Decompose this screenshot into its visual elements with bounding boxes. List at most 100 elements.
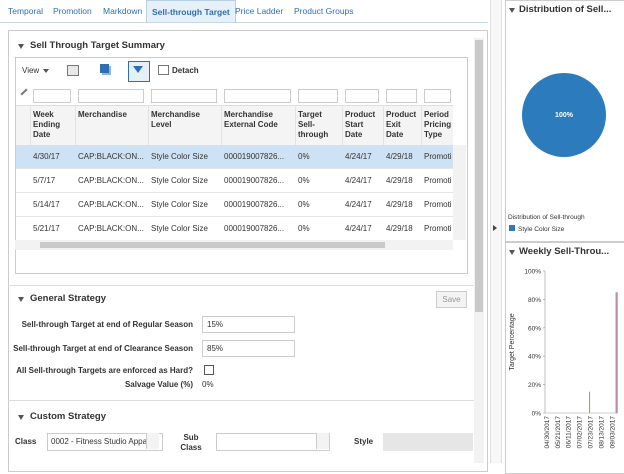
field-label: All Sell-through Targets are enforced as…: [16, 366, 193, 375]
cell: CAP:BLACK:ON...: [78, 176, 144, 185]
select[interactable]: 0002 - Fitness Studio Appa: [47, 433, 163, 451]
cell: 4/29/18: [386, 152, 413, 161]
cell: 5/14/17: [33, 200, 60, 209]
cell: Promoti: [424, 200, 452, 209]
cell: 4/29/18: [386, 176, 413, 185]
checkbox[interactable]: [204, 365, 214, 375]
collapse-icon[interactable]: [509, 8, 515, 13]
detach-button[interactable]: Detach: [172, 66, 199, 75]
cell: 0%: [298, 152, 310, 161]
section-title: Sell Through Target Summary: [30, 40, 165, 51]
tab-rule: [0, 22, 488, 23]
field-label: Sell-through Target at end of Regular Se…: [21, 320, 193, 329]
tab[interactable]: Temporal: [8, 6, 43, 16]
column-header: Period Pricing Type: [424, 110, 452, 139]
section-title: General Strategy: [30, 293, 107, 304]
collapse-icon[interactable]: [18, 415, 24, 420]
field-label: Sub Class: [180, 433, 202, 452]
column-header: Target Sell-through: [298, 110, 329, 139]
splitter[interactable]: [490, 0, 502, 463]
cell: Promoti: [424, 224, 452, 233]
column-header: Week Ending Date: [33, 110, 61, 139]
collapse-icon[interactable]: [18, 297, 24, 302]
cell: 4/24/17: [345, 152, 372, 161]
cell: 5/21/17: [33, 224, 60, 233]
column-header: Product Exit Date: [386, 110, 417, 139]
divider: [8, 285, 474, 286]
card-title: Weekly Sell-Throu...: [519, 246, 610, 257]
cell: 4/24/17: [345, 224, 372, 233]
cell: 0%: [298, 200, 310, 209]
tab[interactable]: Promotion: [53, 6, 92, 16]
cell: 0%: [298, 224, 310, 233]
cell: 000019007826...: [224, 200, 285, 209]
splitter-arrow[interactable]: [493, 225, 497, 231]
card-title: Distribution of Sell...: [519, 4, 612, 15]
cell: 4/24/17: [345, 200, 372, 209]
tab-active[interactable]: Sell-through Target: [146, 0, 236, 22]
cell: 4/30/17: [33, 152, 60, 161]
row[interactable]: [16, 169, 453, 193]
field-value: 0%: [202, 380, 214, 389]
cell: 5/7/17: [33, 176, 56, 185]
filter-input: [298, 89, 338, 103]
view-menu[interactable]: View: [22, 66, 40, 75]
tab[interactable]: Markdown: [103, 6, 143, 16]
export-icon[interactable]: [100, 64, 109, 73]
cell: 000019007826...: [224, 152, 285, 161]
field-label: Sell-through Target at end of Clearance …: [13, 344, 193, 353]
header-row: [16, 105, 453, 147]
cell: 4/29/18: [386, 224, 413, 233]
cell: 4/29/18: [386, 200, 413, 209]
input[interactable]: 15%: [202, 316, 295, 333]
cell: Promoti: [424, 152, 452, 161]
side-card: [505, 0, 624, 242]
field-label: Class: [15, 437, 37, 446]
filter-input: [345, 89, 379, 103]
field-label: Salvage Value (%): [124, 380, 193, 389]
tab[interactable]: Product Groups: [294, 6, 354, 16]
cell: Style Color Size: [151, 152, 208, 161]
side-card: [505, 242, 624, 474]
select[interactable]: [216, 433, 330, 451]
input-disabled[interactable]: [383, 433, 473, 451]
filter-input: [386, 89, 417, 103]
cell: 4/24/17: [345, 176, 372, 185]
tab[interactable]: Price Ladder: [235, 6, 284, 16]
cell: Style Color Size: [151, 224, 208, 233]
filter-input: [78, 89, 144, 103]
filter-input: [224, 89, 291, 103]
row[interactable]: [16, 193, 453, 217]
column-header: Merchandise: [78, 110, 127, 119]
h-scroll-thumb[interactable]: [40, 242, 385, 248]
cell: 000019007826...: [224, 176, 285, 185]
divider: [8, 400, 474, 401]
scroll-thumb[interactable]: [475, 40, 483, 312]
cell: Style Color Size: [151, 176, 208, 185]
cell: CAP:BLACK:ON...: [78, 152, 144, 161]
dropdown-icon: [43, 69, 49, 73]
cell: 0%: [298, 176, 310, 185]
section-title: Custom Strategy: [30, 411, 107, 422]
collapse-icon[interactable]: [18, 44, 24, 49]
column-header: Product Start Date: [345, 110, 376, 139]
save-button[interactable]: Save: [436, 291, 467, 308]
detach-icon: [158, 65, 169, 75]
column-header: Merchandise External Code: [224, 110, 278, 129]
filter-input: [33, 89, 71, 103]
filter-icon: [133, 66, 143, 73]
select-arrow: [316, 433, 329, 449]
filter-input: [424, 89, 451, 103]
input[interactable]: 85%: [202, 340, 295, 357]
collapse-icon[interactable]: [509, 250, 515, 255]
column-header: Merchandise Level: [151, 110, 200, 129]
cell: 000019007826...: [224, 224, 285, 233]
save-icon[interactable]: [67, 65, 79, 76]
cell: CAP:BLACK:ON...: [78, 200, 144, 209]
cell: CAP:BLACK:ON...: [78, 224, 144, 233]
row[interactable]: [16, 145, 453, 169]
select-arrow: [146, 433, 159, 449]
v-scrollbar[interactable]: [453, 145, 466, 240]
filter-input: [151, 89, 217, 103]
